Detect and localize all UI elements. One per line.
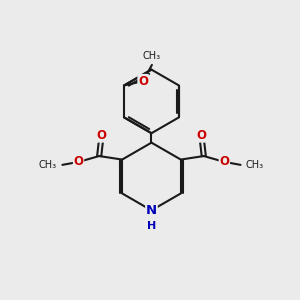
Text: O: O xyxy=(138,75,148,88)
Text: H: H xyxy=(147,221,156,231)
Text: CH₃: CH₃ xyxy=(143,51,161,62)
Text: O: O xyxy=(97,129,106,142)
Text: O: O xyxy=(74,155,84,168)
Text: CH₃: CH₃ xyxy=(246,160,264,170)
Text: O: O xyxy=(196,129,206,142)
Text: N: N xyxy=(146,204,157,217)
Text: O: O xyxy=(219,155,230,168)
Text: CH₃: CH₃ xyxy=(39,160,57,170)
